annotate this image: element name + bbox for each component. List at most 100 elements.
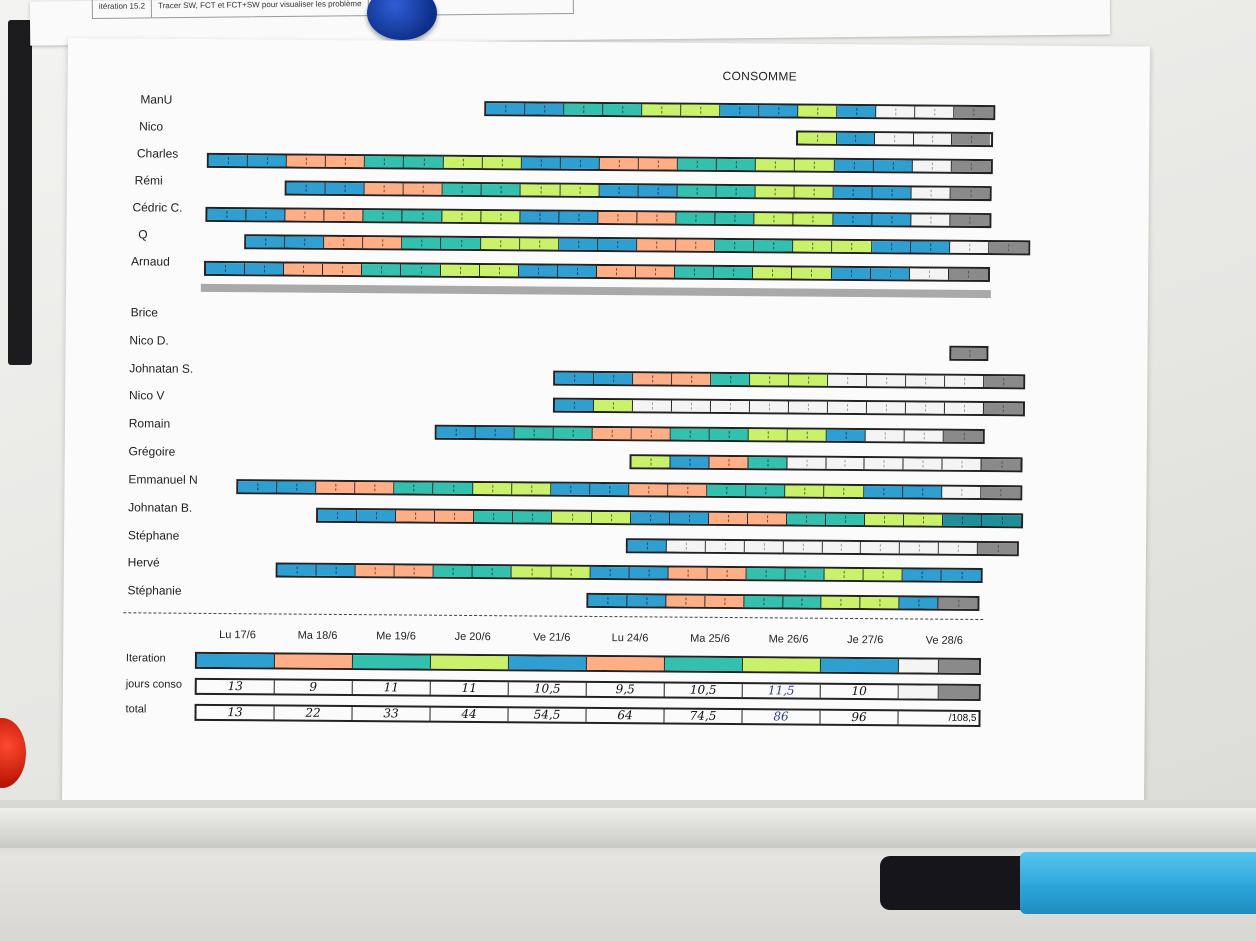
timeline-cell	[863, 569, 903, 581]
timeline-cell	[826, 429, 866, 442]
timeline-cell	[514, 427, 554, 439]
timeline-cell	[749, 401, 789, 413]
timeline-cell	[747, 513, 788, 525]
tray-lip	[0, 808, 1256, 848]
timeline-cell	[755, 186, 795, 198]
timeline-cell	[746, 568, 786, 580]
timeline-cell	[365, 156, 405, 168]
timeline-cell	[827, 374, 867, 387]
timeline-cell	[631, 428, 671, 440]
timeline-cell	[436, 426, 476, 439]
timeline-cell	[246, 209, 286, 221]
timeline-cell	[247, 155, 288, 167]
team-b-timeline-bar	[316, 507, 1024, 529]
jours-values-cell: 11	[430, 681, 509, 696]
iteration-cell	[898, 659, 939, 673]
timeline-cell	[558, 238, 599, 250]
total-values-cell: 86	[742, 709, 821, 724]
day-header: Me 19/6	[376, 630, 416, 643]
total-values-cell: 74,5	[664, 709, 743, 724]
timeline-cell	[864, 458, 904, 470]
timeline-cell	[794, 186, 834, 198]
timeline-cell	[900, 542, 940, 554]
team-b-timeline-bar	[236, 479, 1023, 501]
timeline-cell	[951, 347, 987, 360]
timeline-cell	[943, 514, 983, 527]
team-a-name-label: Rémi	[134, 173, 163, 188]
timeline-cell	[403, 183, 444, 195]
timeline-cell	[324, 236, 364, 249]
timeline-cell	[245, 263, 285, 275]
timeline-cell	[821, 596, 861, 609]
timeline-cell	[676, 212, 716, 224]
timeline-cell	[594, 372, 634, 385]
timeline-cell	[442, 183, 483, 196]
timeline-cell	[238, 481, 278, 493]
timeline-cell	[910, 241, 950, 253]
timeline-cell	[627, 595, 667, 607]
team-a-name-label: Charles	[136, 146, 179, 161]
jours-values-cell: 11,5	[742, 683, 821, 698]
team-b-timeline-bar	[553, 370, 1025, 390]
timeline-cell	[871, 241, 911, 253]
iteration-cell	[742, 658, 821, 672]
timeline-cell	[942, 458, 982, 470]
team-separator	[200, 283, 991, 299]
timeline-cell	[632, 400, 672, 412]
team-b-name-label: Emmanuel N	[128, 472, 198, 487]
timeline-cell	[716, 185, 756, 198]
timeline-cell	[316, 481, 356, 494]
timeline-cell	[787, 429, 827, 441]
team-a-timeline-bar	[484, 101, 996, 121]
timeline-cell	[944, 375, 984, 388]
jours-values-cell: 10,5	[664, 683, 743, 698]
timeline-cell	[480, 238, 520, 250]
timeline-cell	[941, 569, 982, 581]
timeline-cell	[599, 184, 639, 197]
timeline-cell	[633, 373, 673, 385]
timeline-cell	[208, 154, 249, 167]
timeline-cell	[948, 268, 988, 281]
jours-conso-row: 13 9 11 11 10,5 9,5 10,5 11,5 10	[194, 677, 981, 701]
timeline-cell	[590, 483, 630, 496]
timeline-cell	[669, 512, 709, 524]
timeline-cell	[638, 185, 678, 197]
timeline-cell	[798, 132, 837, 144]
timeline-cell	[474, 511, 514, 523]
timeline-cell	[512, 566, 552, 578]
timeline-cell	[861, 542, 901, 554]
team-b-timeline-bar	[625, 538, 1019, 557]
timeline-cell	[521, 184, 561, 196]
timeline-cell	[795, 159, 835, 171]
team-a-name-label: ManU	[140, 92, 173, 107]
timeline-cell	[748, 457, 788, 469]
team-a-name-label: Nico	[139, 119, 164, 134]
timeline-cell	[715, 212, 755, 225]
team-b-timeline-bar	[586, 592, 980, 611]
iteration-row	[194, 651, 981, 675]
timeline-cell	[783, 541, 823, 553]
timeline-cell	[870, 268, 910, 280]
timeline-cell	[284, 263, 324, 275]
day-header: Je 20/6	[454, 630, 491, 644]
team-a-name-label: Q	[138, 227, 148, 242]
timeline-cell	[481, 184, 522, 196]
timeline-cell	[899, 597, 939, 609]
timeline-cell	[913, 133, 953, 145]
timeline-cell	[717, 158, 757, 171]
timeline-cell	[909, 268, 949, 280]
timeline-cell	[560, 157, 600, 169]
timeline-cell	[793, 240, 833, 252]
timeline-cell	[603, 104, 643, 116]
team-b-name-label: Romain	[128, 416, 171, 431]
board-frame	[8, 20, 32, 365]
timeline-cell	[642, 104, 682, 116]
timeline-cell	[402, 210, 443, 222]
timeline-cell	[670, 456, 710, 468]
timeline-cell	[637, 239, 677, 251]
timeline-cell	[708, 512, 748, 525]
timeline-cell	[871, 214, 912, 226]
timeline-cell	[977, 542, 1017, 555]
timeline-cell	[520, 211, 560, 223]
total-values-cell: 33	[352, 706, 431, 721]
